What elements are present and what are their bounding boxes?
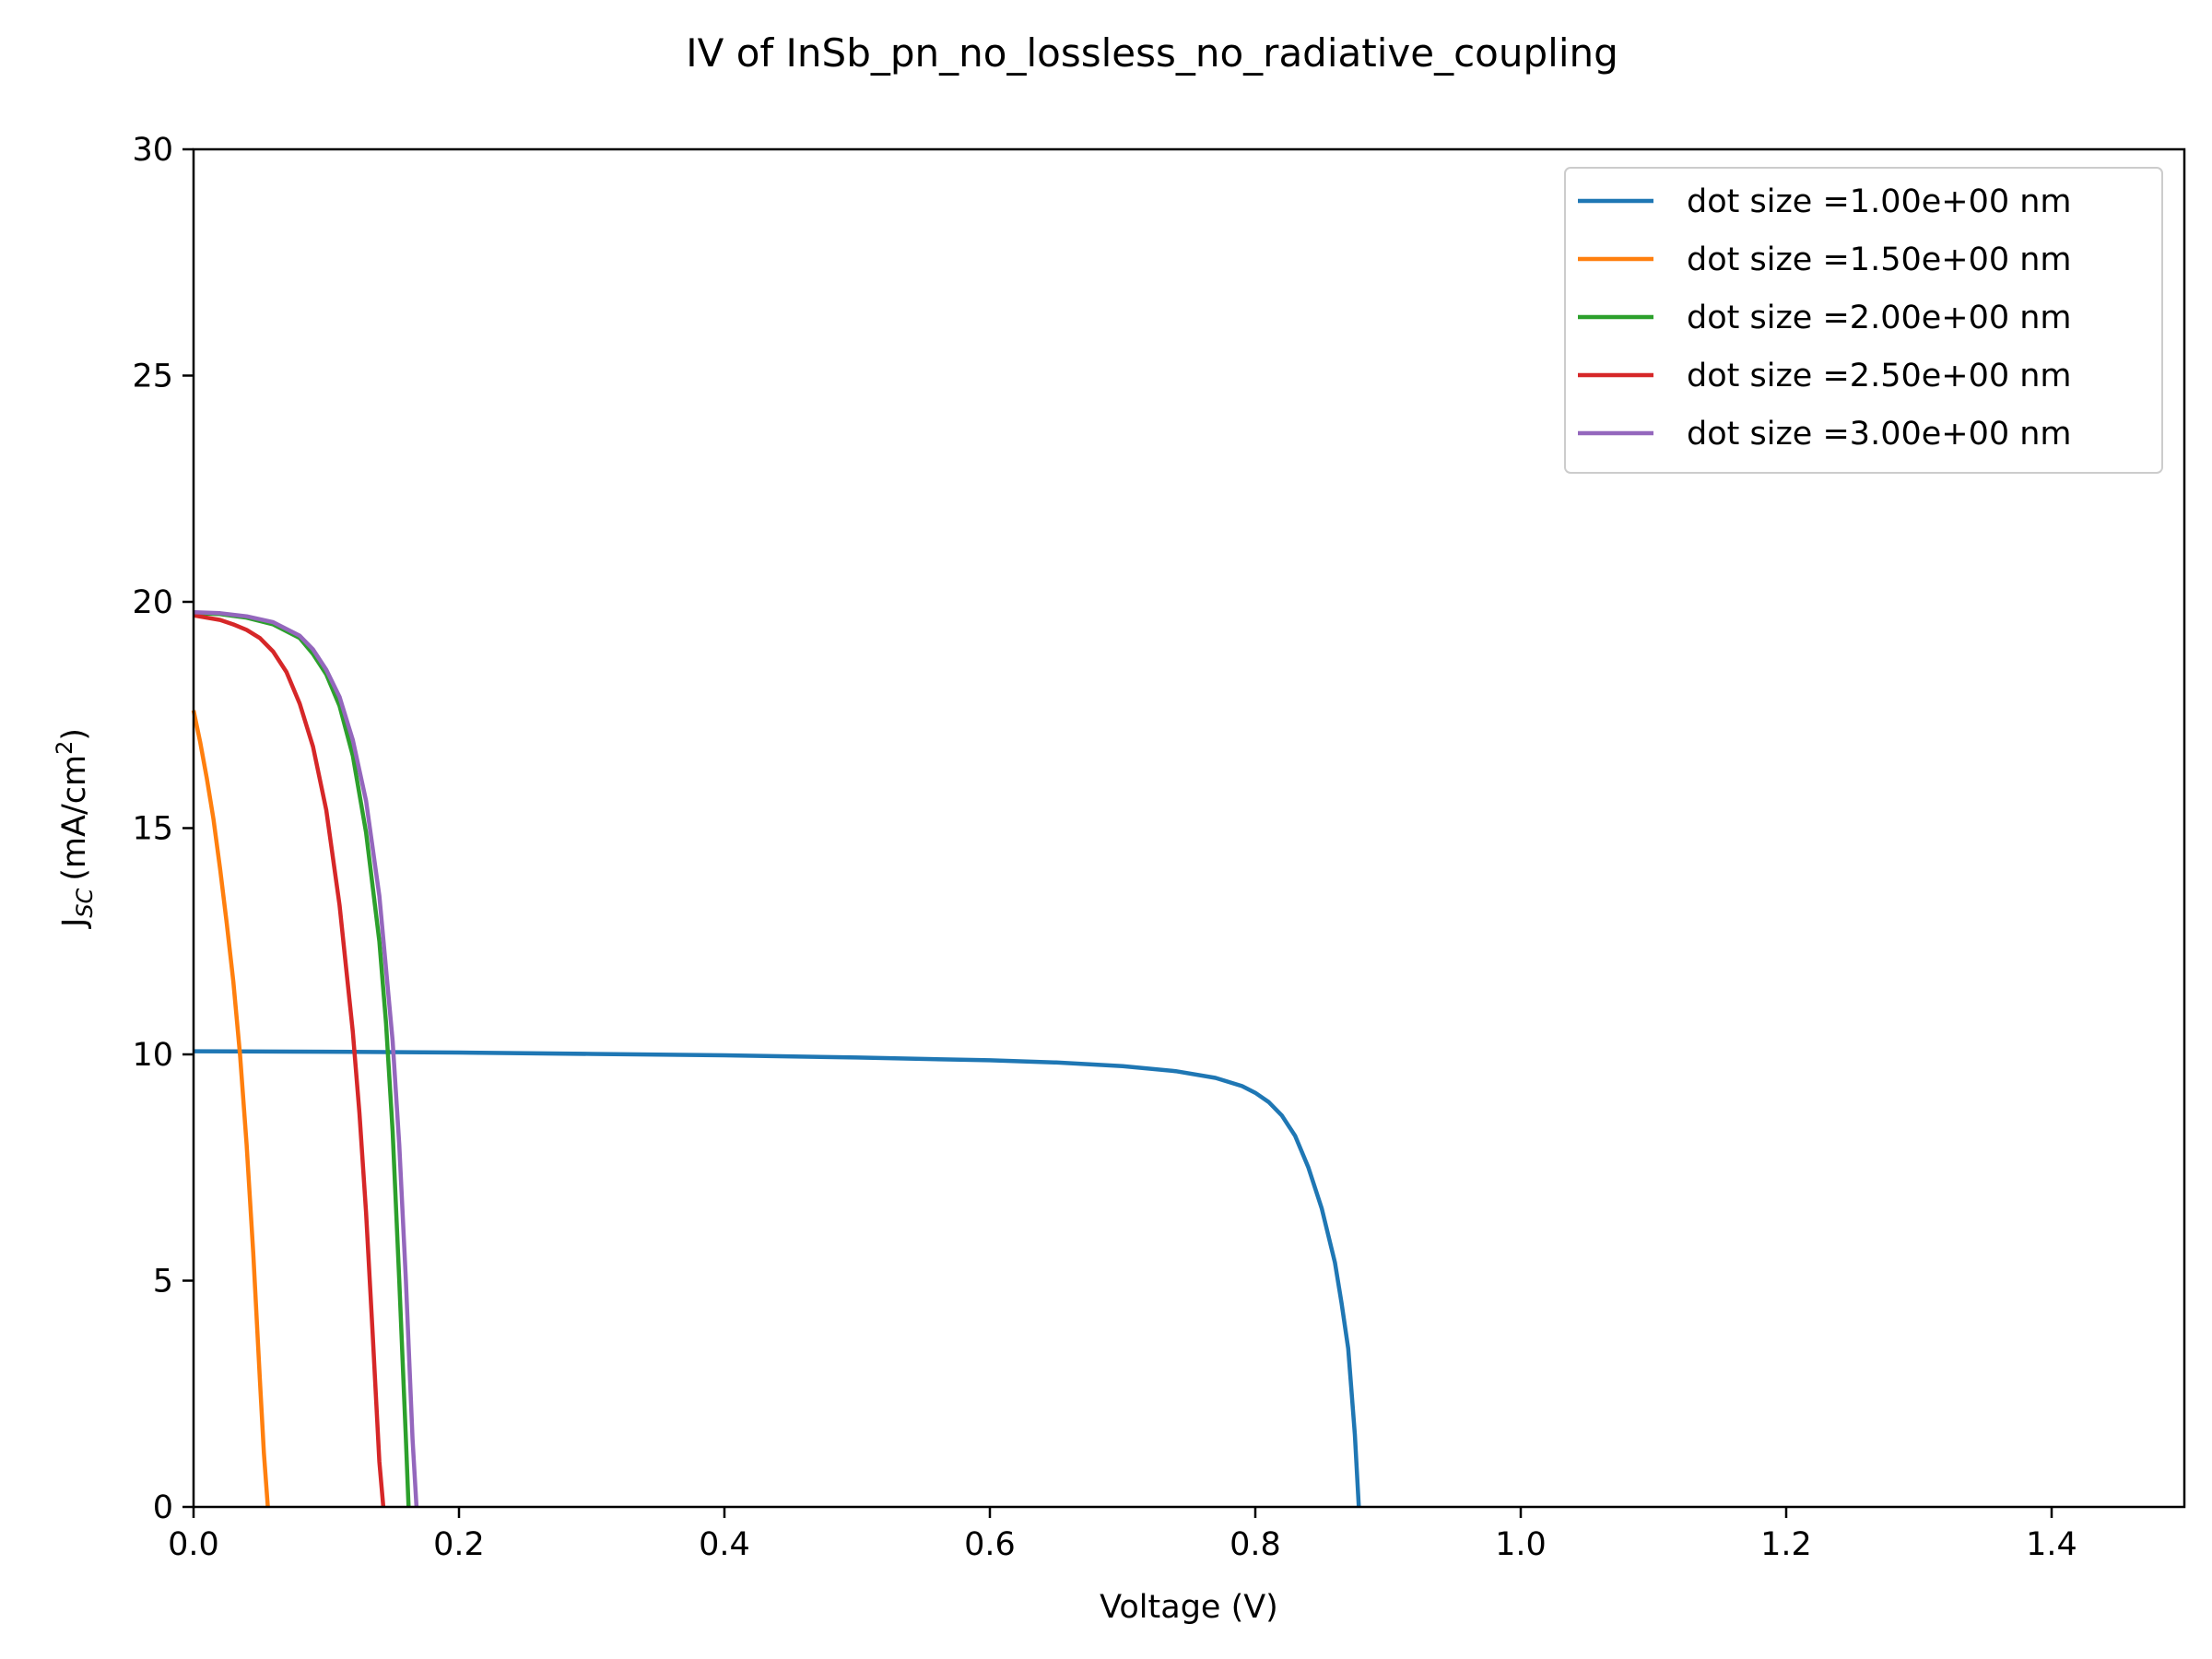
x-tick-label: 1.4: [2026, 1526, 2077, 1563]
x-tick-label: 0.6: [964, 1526, 1016, 1563]
legend-label-3: dot size =2.00e+00 nm: [1687, 300, 2072, 336]
series-line-4: [193, 613, 386, 1508]
x-tick-label: 1.2: [1760, 1526, 1812, 1563]
x-tick-label: 0.0: [168, 1526, 219, 1563]
x-axis-label: Voltage (V): [1100, 1589, 1278, 1626]
y-tick-label: 10: [132, 1037, 173, 1074]
y-tick-label: 0: [153, 1489, 173, 1526]
x-tick-label: 1.0: [1495, 1526, 1547, 1563]
y-axis-label-main: J: [56, 918, 93, 929]
y-axis-label-unit-close: ): [56, 728, 93, 741]
x-tick-label: 0.2: [433, 1526, 485, 1563]
x-axis-ticks: 0.0 0.2 0.4 0.6 0.8 1.0 1.2 1.4: [168, 1507, 2077, 1563]
y-tick-label: 25: [132, 359, 173, 395]
series-layer: [191, 610, 1361, 1508]
series-line-2: [191, 710, 270, 1508]
y-tick-label: 30: [132, 132, 173, 169]
legend: dot size =1.00e+00 nm dot size =1.50e+00 …: [1564, 167, 2163, 474]
y-tick-label: 5: [153, 1264, 173, 1300]
legend-frame: [1564, 167, 2163, 474]
y-axis-label-unit: (mA/cm: [56, 755, 93, 881]
series-line-5: [193, 610, 419, 1508]
x-tick-label: 0.4: [699, 1526, 750, 1563]
y-axis-label: JSC (mA/cm2): [52, 728, 98, 929]
x-tick-label: 0.8: [1230, 1526, 1281, 1563]
y-tick-label: 20: [132, 584, 173, 621]
legend-label-4: dot size =2.50e+00 nm: [1687, 358, 2072, 394]
chart-title: IV of InSb_pn_no_lossless_no_radiative_c…: [686, 30, 1618, 76]
legend-label-5: dot size =3.00e+00 nm: [1687, 416, 2072, 453]
y-axis-ticks: 0 5 10 15 20 25 30: [132, 132, 194, 1526]
y-tick-label: 15: [132, 811, 173, 848]
series-line-1: [193, 1049, 1361, 1508]
legend-label-1: dot size =1.00e+00 nm: [1687, 183, 2072, 220]
y-axis-label-subscript: SC: [72, 888, 98, 917]
y-axis-label-unit-superscript: 2: [52, 741, 77, 755]
legend-label-2: dot size =1.50e+00 nm: [1687, 241, 2072, 278]
